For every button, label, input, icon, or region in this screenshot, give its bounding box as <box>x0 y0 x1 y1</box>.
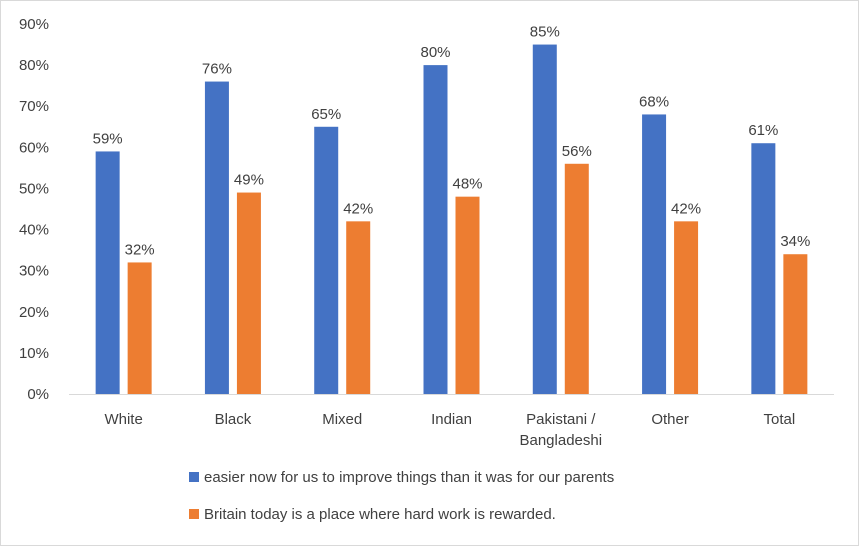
x-category-label: Indian <box>431 411 472 428</box>
y-tick-label: 10% <box>19 345 49 362</box>
legend-label: Britain today is a place where hard work… <box>204 506 556 523</box>
data-label: 59% <box>93 130 123 147</box>
legend-swatch <box>189 509 199 519</box>
y-tick-label: 90% <box>19 16 49 33</box>
data-label: 49% <box>234 172 264 189</box>
bar-series-2-pakistani-bangladeshi <box>564 163 589 394</box>
data-label: 56% <box>562 143 592 160</box>
bar-series-2-other <box>674 221 699 394</box>
legend: easier now for us to improve things than… <box>189 469 614 523</box>
y-tick-label: 30% <box>19 263 49 280</box>
bar-series-2-total <box>783 254 808 394</box>
bar-series-1-white <box>95 151 120 394</box>
y-axis: 0% 10% 20% 30% 40% 50% 60% 70% 80% 90% <box>19 16 49 403</box>
data-labels: 59% 32% 76% 49% 65% 42% 80% 48% 85% 56% 68% 42% 61% 3… <box>93 24 811 259</box>
data-label: 34% <box>780 233 810 250</box>
y-tick-label: 0% <box>27 386 49 403</box>
data-label: 42% <box>671 200 701 217</box>
x-category-label: Pakistani / <box>526 411 596 428</box>
x-category-label: White <box>104 411 142 428</box>
bar-series-1-other <box>642 114 667 394</box>
data-label: 80% <box>420 44 450 61</box>
bar-series-1-mixed <box>314 126 339 395</box>
data-label: 61% <box>748 122 778 139</box>
y-tick-label: 20% <box>19 304 49 321</box>
x-category-label: Black <box>215 411 252 428</box>
bars <box>95 44 808 395</box>
x-category-label: Other <box>651 411 689 428</box>
data-label: 68% <box>639 93 669 110</box>
bar-series-1-indian <box>423 65 448 394</box>
bar-series-2-indian <box>455 196 480 394</box>
y-tick-label: 80% <box>19 57 49 74</box>
data-label: 65% <box>311 106 341 123</box>
x-category-label: Bangladeshi <box>519 432 602 449</box>
data-label: 48% <box>452 176 482 193</box>
bar-series-1-total <box>751 143 776 394</box>
legend-label: easier now for us to improve things than… <box>204 469 614 486</box>
data-label: 85% <box>530 24 560 41</box>
bar-series-1-black <box>204 81 229 395</box>
x-axis: White Black Mixed Indian Pakistani / Banglade… <box>69 394 834 449</box>
y-tick-label: 60% <box>19 139 49 156</box>
data-label: 76% <box>202 61 232 78</box>
x-category-label: Mixed <box>322 411 362 428</box>
y-tick-label: 50% <box>19 180 49 197</box>
x-category-label: Total <box>764 411 796 428</box>
bar-series-2-mixed <box>346 221 371 394</box>
legend-swatch <box>189 472 199 482</box>
data-label: 42% <box>343 200 373 217</box>
bar-series-1-pakistani-bangladeshi <box>532 44 557 395</box>
data-label: 32% <box>125 241 155 258</box>
bar-series-2-white <box>127 262 152 394</box>
y-tick-label: 40% <box>19 222 49 239</box>
y-tick-label: 70% <box>19 98 49 115</box>
bar-series-2-black <box>236 192 261 394</box>
